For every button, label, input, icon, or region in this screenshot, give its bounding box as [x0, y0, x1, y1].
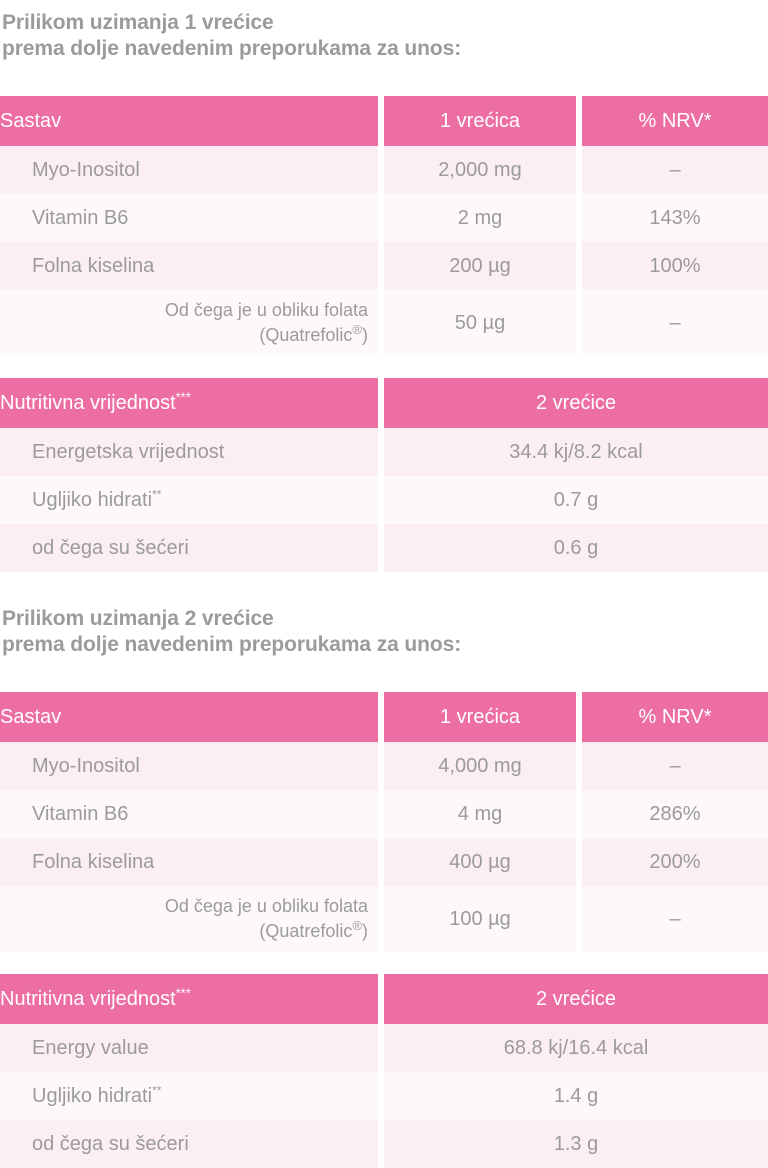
- section-1-heading-line-1: Prilikom uzimanja 1 vrećice: [2, 11, 274, 34]
- row-label-sub-suffix: ): [362, 325, 368, 345]
- nutrition-table-1: Nutritivna vrijednost*** 2 vrećice Energ…: [0, 378, 768, 572]
- row-label-sub-suffix: ): [362, 921, 368, 941]
- table-header-row: Sastav 1 vrećica % NRV*: [0, 692, 768, 742]
- row-nrv: 200%: [582, 838, 768, 886]
- table-row: Folna kiselina 400 µg 200%: [0, 838, 768, 886]
- row-amount: 400 µg: [384, 838, 576, 886]
- row-amount: 2,000 mg: [384, 146, 576, 194]
- row-label: Energy value: [0, 1024, 378, 1072]
- row-label-sub-line-2: (Quatrefolic: [259, 325, 353, 345]
- header-amount: 1 vrećica: [384, 692, 576, 742]
- header-amount: 2 vrećice: [384, 378, 768, 428]
- row-nrv: 100%: [582, 242, 768, 290]
- row-amount: 50 µg: [384, 290, 576, 356]
- registered-trademark-icon: ®: [352, 322, 362, 337]
- row-amount: 200 µg: [384, 242, 576, 290]
- row-amount: 2 mg: [384, 194, 576, 242]
- header-sastav: Sastav: [0, 96, 378, 146]
- table-row: Energetska vrijednost 34.4 kj/8.2 kcal: [0, 428, 768, 476]
- header-footnote-marker: ***: [175, 985, 191, 1001]
- header-nutritivna-vrijednost-text: Nutritivna vrijednost: [0, 392, 176, 414]
- row-amount: 1.4 g: [384, 1072, 768, 1120]
- row-amount: 0.7 g: [384, 476, 768, 524]
- header-footnote-marker: ***: [175, 389, 191, 405]
- header-nutritivna-vrijednost: Nutritivna vrijednost***: [0, 974, 378, 1024]
- table-header-row: Sastav 1 vrećica % NRV*: [0, 96, 768, 146]
- section-2-top-gap: [0, 572, 768, 606]
- header-nrv: % NRV*: [582, 692, 768, 742]
- row-nrv: 143%: [582, 194, 768, 242]
- table-row: od čega su šećeri 0.6 g: [0, 524, 768, 572]
- row-label: od čega su šećeri: [0, 1120, 378, 1168]
- section-2-heading: Prilikom uzimanja 2 vrećice prema dolje …: [0, 606, 768, 658]
- row-footnote-marker: **: [152, 486, 162, 501]
- row-label: Myo-Inositol: [0, 146, 378, 194]
- row-nrv: –: [582, 290, 768, 356]
- header-sastav: Sastav: [0, 692, 378, 742]
- row-amount: 1.3 g: [384, 1120, 768, 1168]
- table-row: od čega su šećeri 1.3 g: [0, 1120, 768, 1168]
- nutrition-table-2: Nutritivna vrijednost*** 2 vrećice Energ…: [0, 974, 768, 1168]
- table-gap: [0, 356, 768, 378]
- section-2-heading-line-2: prema dolje navedenim preporukama za uno…: [2, 633, 462, 656]
- row-label: Myo-Inositol: [0, 742, 378, 790]
- table-row-sub: Od čega je u obliku folata (Quatrefolic®…: [0, 886, 768, 952]
- row-footnote-marker: **: [152, 1082, 162, 1097]
- row-label: Vitamin B6: [0, 790, 378, 838]
- table-row: Energy value 68.8 kj/16.4 kcal: [0, 1024, 768, 1072]
- row-label-sub-line-1: Od čega je u obliku folata: [164, 300, 368, 320]
- row-nrv: –: [582, 742, 768, 790]
- row-amount: 100 µg: [384, 886, 576, 952]
- row-label-text: Ugljiko hidrati: [32, 1084, 153, 1107]
- row-label-text: Ugljiko hidrati: [32, 488, 153, 511]
- row-label: Ugljiko hidrati**: [0, 476, 378, 524]
- top-spacer: [0, 0, 768, 10]
- table-row: Myo-Inositol 2,000 mg –: [0, 146, 768, 194]
- header-amount: 2 vrećice: [384, 974, 768, 1024]
- row-nrv: –: [582, 886, 768, 952]
- row-label: Energetska vrijednost: [0, 428, 378, 476]
- row-label-sub: Od čega je u obliku folata (Quatrefolic®…: [0, 886, 378, 952]
- table-row: Ugljiko hidrati** 0.7 g: [0, 476, 768, 524]
- header-nutritivna-vrijednost: Nutritivna vrijednost***: [0, 378, 378, 428]
- row-label: od čega su šećeri: [0, 524, 378, 572]
- row-amount: 34.4 kj/8.2 kcal: [384, 428, 768, 476]
- section-1-heading: Prilikom uzimanja 1 vrećice prema dolje …: [0, 10, 768, 62]
- registered-trademark-icon: ®: [352, 918, 362, 933]
- table-gap: [0, 952, 768, 974]
- section-1-heading-line-2: prema dolje navedenim preporukama za uno…: [2, 37, 462, 60]
- row-label: Folna kiselina: [0, 242, 378, 290]
- table-row: Myo-Inositol 4,000 mg –: [0, 742, 768, 790]
- table-header-row: Nutritivna vrijednost*** 2 vrećice: [0, 378, 768, 428]
- row-nrv: –: [582, 146, 768, 194]
- table-row-sub: Od čega je u obliku folata (Quatrefolic®…: [0, 290, 768, 356]
- table-row: Vitamin B6 4 mg 286%: [0, 790, 768, 838]
- composition-table-1: Sastav 1 vrećica % NRV* Myo-Inositol 2,0…: [0, 96, 768, 356]
- row-label: Folna kiselina: [0, 838, 378, 886]
- row-amount: 4,000 mg: [384, 742, 576, 790]
- row-label: Vitamin B6: [0, 194, 378, 242]
- table-row: Ugljiko hidrati** 1.4 g: [0, 1072, 768, 1120]
- row-amount: 4 mg: [384, 790, 576, 838]
- row-label-sub-line-1: Od čega je u obliku folata: [164, 896, 368, 916]
- row-nrv: 286%: [582, 790, 768, 838]
- row-label-sub-line-2: (Quatrefolic: [259, 921, 353, 941]
- row-label: Ugljiko hidrati**: [0, 1072, 378, 1120]
- section-2-heading-line-1: Prilikom uzimanja 2 vrećice: [2, 607, 274, 630]
- row-amount: 0.6 g: [384, 524, 768, 572]
- section-1-heading-gap: [0, 62, 768, 96]
- row-label-sub: Od čega je u obliku folata (Quatrefolic®…: [0, 290, 378, 356]
- table-header-row: Nutritivna vrijednost*** 2 vrećice: [0, 974, 768, 1024]
- header-amount: 1 vrećica: [384, 96, 576, 146]
- header-nutritivna-vrijednost-text: Nutritivna vrijednost: [0, 988, 176, 1010]
- section-2-heading-gap: [0, 658, 768, 692]
- header-nrv: % NRV*: [582, 96, 768, 146]
- table-row: Vitamin B6 2 mg 143%: [0, 194, 768, 242]
- composition-table-2: Sastav 1 vrećica % NRV* Myo-Inositol 4,0…: [0, 692, 768, 952]
- table-row: Folna kiselina 200 µg 100%: [0, 242, 768, 290]
- row-amount: 68.8 kj/16.4 kcal: [384, 1024, 768, 1072]
